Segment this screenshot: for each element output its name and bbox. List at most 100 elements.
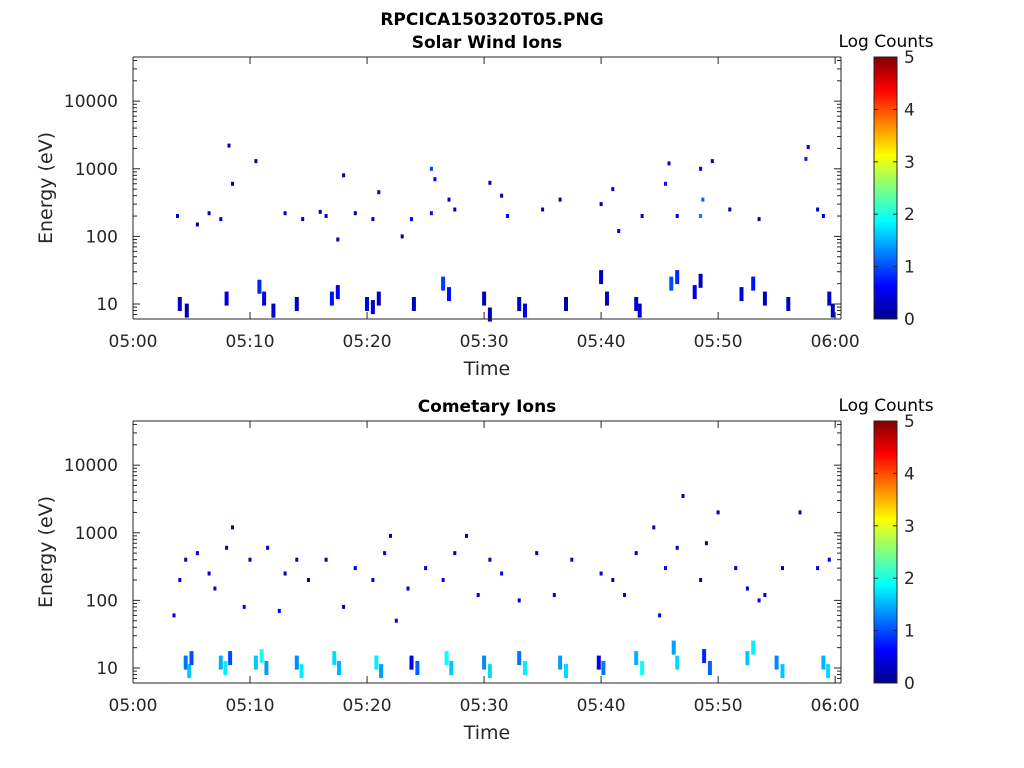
data-cell xyxy=(262,291,267,306)
data-cell xyxy=(798,510,802,515)
panel-1: Solar Wind Ions 05:00 05:10 05:20 05:30 05:40… xyxy=(35,32,934,380)
data-cell xyxy=(599,202,603,207)
data-cell xyxy=(184,557,188,562)
data-cell xyxy=(329,291,334,306)
colorbar-tick-label: 2 xyxy=(904,205,915,225)
x-tick-label: 05:40 xyxy=(577,332,626,352)
data-cell xyxy=(640,661,645,675)
data-cell xyxy=(441,276,446,291)
data-cell xyxy=(453,551,457,556)
data-cell xyxy=(751,640,756,655)
colorbar-tick-label: 5 xyxy=(904,412,915,432)
data-cell xyxy=(652,525,656,530)
data-cell xyxy=(264,661,269,675)
x-tick-label: 06:00 xyxy=(811,696,860,716)
data-cell xyxy=(231,181,234,186)
data-cell xyxy=(257,279,262,294)
data-cell xyxy=(353,211,357,216)
data-cell xyxy=(336,237,340,242)
y-tick-label: 1000 xyxy=(75,160,118,180)
data-cell xyxy=(294,655,299,670)
data-cell xyxy=(207,571,211,576)
data-cell xyxy=(218,655,223,670)
x-tick-label: 06:00 xyxy=(811,332,860,352)
colorbar-tick-label: 1 xyxy=(904,258,915,278)
data-cell xyxy=(523,661,527,675)
colorbar-gradient xyxy=(873,420,898,684)
colorbar-gradient xyxy=(873,56,898,320)
data-cell xyxy=(710,159,714,164)
data-cell xyxy=(447,197,451,202)
data-cell xyxy=(745,586,749,591)
data-cell xyxy=(675,545,679,550)
data-cell xyxy=(734,566,738,571)
data-cell xyxy=(342,604,346,609)
data-cell xyxy=(406,586,410,591)
data-cell xyxy=(541,207,545,212)
data-cell xyxy=(476,593,480,597)
data-cell xyxy=(353,566,357,571)
data-cell xyxy=(605,291,609,306)
data-cell xyxy=(488,180,492,185)
data-cell xyxy=(219,217,223,222)
data-cell xyxy=(500,571,504,576)
data-cell xyxy=(751,276,756,291)
data-cell xyxy=(640,214,644,218)
data-cell xyxy=(757,598,761,603)
data-cell xyxy=(611,578,615,582)
data-cell xyxy=(248,557,252,562)
data-cell xyxy=(383,551,387,556)
y-tick-label: 100 xyxy=(86,227,118,247)
data-cell xyxy=(228,651,233,666)
data-cell xyxy=(745,651,750,666)
data-cell xyxy=(728,207,732,212)
data-cell xyxy=(374,655,379,670)
data-cell xyxy=(371,217,375,222)
data-cell xyxy=(692,285,697,300)
colorbar-tick-label: 4 xyxy=(904,464,915,484)
data-cell xyxy=(702,649,707,664)
data-cell xyxy=(277,608,281,613)
data-cell xyxy=(634,297,639,311)
data-cells xyxy=(176,143,835,322)
data-cell xyxy=(176,214,179,218)
data-cell xyxy=(324,557,328,562)
data-cell xyxy=(389,533,392,538)
panel-title: Solar Wind Ions xyxy=(412,33,563,53)
data-cell xyxy=(564,297,568,311)
y-tick-label: 100 xyxy=(86,591,118,611)
data-cell xyxy=(371,578,375,582)
data-cell xyxy=(187,664,192,679)
data-cell xyxy=(826,664,831,679)
data-cell xyxy=(821,655,826,670)
data-cell xyxy=(453,207,457,212)
data-cell xyxy=(564,664,568,679)
data-cell xyxy=(804,156,808,161)
colorbar-tick-label: 3 xyxy=(904,517,915,537)
data-cell xyxy=(816,566,820,571)
data-cell xyxy=(637,303,642,318)
data-cell xyxy=(704,541,708,546)
data-cell xyxy=(821,214,825,218)
x-tick-label: 05:30 xyxy=(460,332,509,352)
colorbar-tick-label: 3 xyxy=(904,153,915,173)
data-cell xyxy=(332,651,337,666)
data-cell xyxy=(409,655,414,670)
data-cell xyxy=(324,214,328,218)
data-cell xyxy=(699,578,703,582)
data-cell xyxy=(675,214,679,218)
y-axis-label: Energy (eV) xyxy=(35,132,57,244)
data-cell xyxy=(259,649,264,664)
data-cell xyxy=(254,159,258,164)
data-cell xyxy=(172,613,176,618)
y-tick-label: 10 xyxy=(96,295,118,315)
x-tick-label: 05:50 xyxy=(694,332,743,352)
colorbar-tick-label: 1 xyxy=(904,622,915,642)
data-cell xyxy=(195,551,199,556)
x-tick-label: 05:50 xyxy=(694,696,743,716)
data-cell xyxy=(318,209,322,214)
data-cell xyxy=(671,640,676,655)
data-cell xyxy=(487,307,492,322)
